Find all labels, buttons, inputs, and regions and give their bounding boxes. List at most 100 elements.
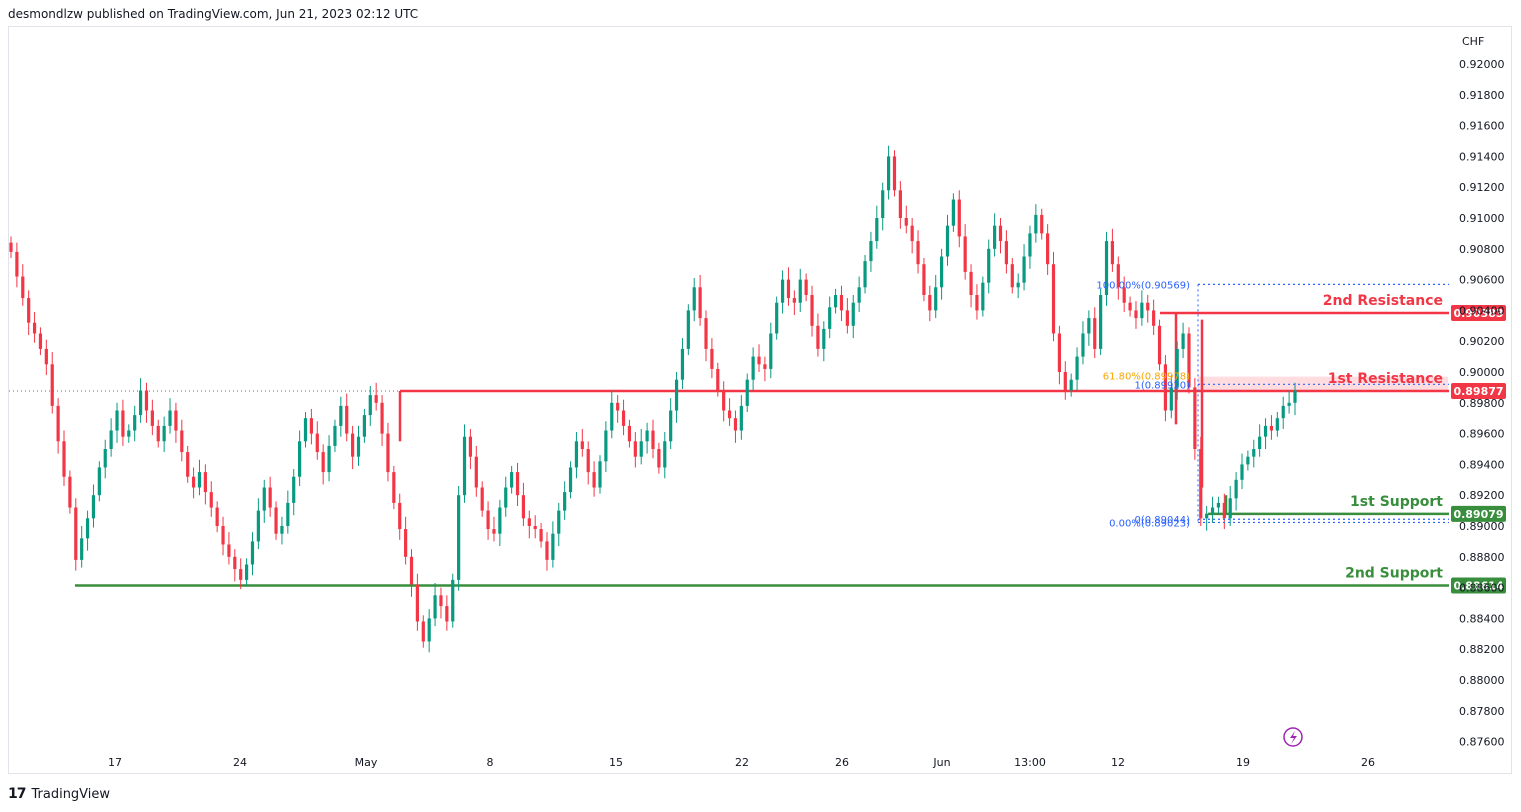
candle-body <box>574 441 579 468</box>
candle-body <box>9 242 13 252</box>
candle-body <box>480 487 484 511</box>
candle-body <box>993 225 997 249</box>
candle-body <box>315 433 319 453</box>
candle-body <box>1222 502 1226 519</box>
time-axis[interactable]: 17 24 May 8 15 22 26 Jun 13:00 12 19 26 <box>108 756 1375 769</box>
candle-body <box>268 487 272 508</box>
candle-body <box>239 569 243 580</box>
candle-body <box>362 415 366 437</box>
candle-body <box>1081 333 1085 357</box>
price-tick-label: 0.88400 <box>1459 612 1505 625</box>
time-tick-label: 24 <box>233 756 247 769</box>
time-tick-label: 12 <box>1111 756 1125 769</box>
currency-label: CHF <box>1462 35 1484 48</box>
candle-body <box>1293 390 1297 403</box>
fib-label: 100.00%(0.90569) <box>1096 280 1190 291</box>
candle-body <box>1216 502 1221 508</box>
price-tick-label: 0.91400 <box>1459 150 1505 163</box>
price-tick-label: 0.91200 <box>1459 181 1505 194</box>
candle-body <box>97 467 101 496</box>
candle-body <box>527 518 531 526</box>
candle-body <box>27 298 31 323</box>
candle-body <box>845 310 849 326</box>
candle-body <box>404 529 408 557</box>
candle-body <box>998 225 1003 242</box>
candle-body <box>44 348 48 365</box>
candle-body <box>80 538 84 560</box>
candle-body <box>621 410 626 426</box>
candle-body <box>940 256 944 288</box>
price-axis[interactable]: 0.92000 0.91800 0.91600 0.91400 0.91200 0.910… <box>1459 58 1505 749</box>
candle-body <box>345 405 349 434</box>
candle-body <box>374 395 378 403</box>
level-price-badge <box>1451 577 1506 594</box>
candle-body <box>510 472 514 488</box>
candle-body <box>886 156 891 191</box>
candle-body <box>103 449 107 468</box>
candle-body <box>398 502 402 530</box>
candle-body <box>645 430 649 442</box>
candle-body <box>1093 318 1097 349</box>
candle-body <box>686 310 690 349</box>
candle-body <box>669 410 673 442</box>
levels-layer: 2nd Resistance 0.90383 1st Resistance 0.898… <box>9 293 1506 594</box>
candle-body <box>951 199 955 226</box>
candle-body <box>722 390 726 411</box>
lightning-icon[interactable] <box>1283 727 1303 747</box>
candle-body <box>739 405 743 431</box>
price-tick-label: 0.89200 <box>1459 489 1505 502</box>
candle-body <box>839 295 844 311</box>
candle-body <box>1075 356 1079 380</box>
level-name: 1st Support <box>1350 494 1443 510</box>
candle-body <box>233 556 237 570</box>
candle-body <box>1157 325 1162 365</box>
candle-body <box>451 579 455 622</box>
candle-body <box>1116 264 1120 288</box>
candle-body <box>445 606 449 622</box>
chart-frame[interactable] <box>8 26 1512 774</box>
price-tick-label: 0.90400 <box>1459 304 1505 317</box>
candle-body <box>987 248 991 283</box>
candle-body <box>74 507 78 560</box>
candle-body <box>651 430 655 449</box>
price-tick-label: 0.92000 <box>1459 58 1505 71</box>
candle-body <box>963 236 967 272</box>
candle-body <box>56 405 60 442</box>
candle-body <box>1010 264 1014 288</box>
candle-body <box>757 356 761 365</box>
candle-body <box>21 276 25 299</box>
candle-body <box>415 584 420 622</box>
footer-brand: 17 TradingView <box>8 786 110 802</box>
candle-body <box>38 333 43 349</box>
candle-body <box>1063 372 1067 391</box>
candle-body <box>563 492 567 511</box>
time-tick-label: 19 <box>1236 756 1250 769</box>
candle-body <box>256 510 260 542</box>
price-tick-label: 0.91800 <box>1459 89 1505 102</box>
candle-body <box>1099 295 1103 349</box>
candle-body <box>1240 464 1244 480</box>
candle-body <box>1210 507 1215 514</box>
candle-body <box>203 472 207 493</box>
candle-body <box>197 472 202 488</box>
candle-body <box>1057 333 1062 372</box>
candle-body <box>474 456 478 488</box>
time-tick-label: 22 <box>735 756 749 769</box>
candle-body <box>133 415 137 431</box>
candle-body <box>1275 418 1279 431</box>
candle-body <box>851 302 855 326</box>
candle-body <box>810 295 814 326</box>
time-tick-label: 13:00 <box>1014 756 1046 769</box>
level-price-badge <box>1451 382 1506 399</box>
brand-name: TradingView <box>31 786 111 802</box>
level-price-text: 0.89079 <box>1453 508 1503 521</box>
candle-body <box>763 364 767 369</box>
candle-body <box>916 241 920 265</box>
level-price-badge <box>1451 305 1506 322</box>
candle-body <box>857 287 861 303</box>
candle-body <box>162 425 166 442</box>
candle-body <box>150 410 154 426</box>
candle-body <box>716 368 720 391</box>
candle-body <box>386 433 390 473</box>
